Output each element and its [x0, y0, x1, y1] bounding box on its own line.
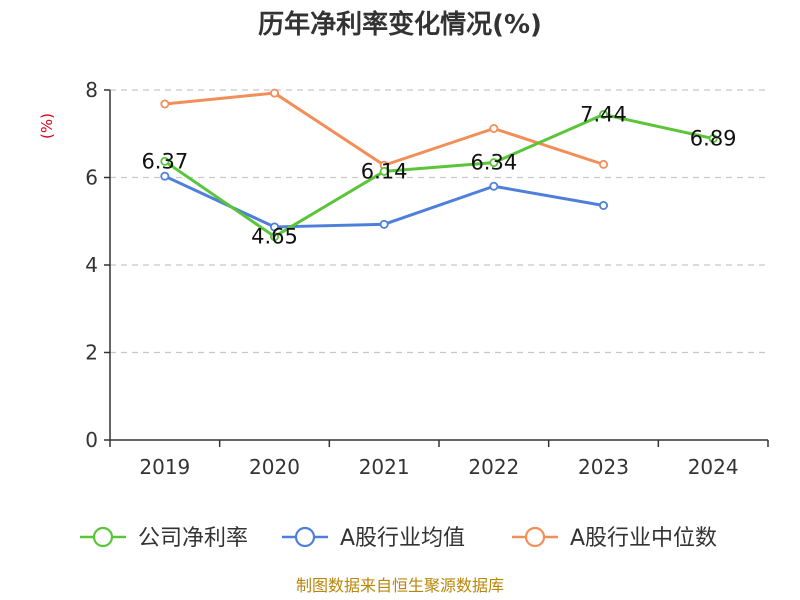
data-point	[489, 124, 499, 134]
data-label: 6.89	[690, 127, 737, 151]
data-label: 6.14	[361, 159, 408, 183]
data-label: 6.34	[470, 151, 517, 175]
y-tick-label: 4	[85, 253, 98, 277]
legend-marker	[524, 526, 546, 548]
series-group: 6.37 4.65 6.14 6.34 7.44 6.89	[141, 88, 737, 249]
series-line-1	[164, 174, 604, 229]
legend-item-1[interactable]: A股行业均值	[282, 526, 465, 551]
legend-marker	[92, 526, 114, 548]
data-point	[379, 166, 389, 176]
data-point	[708, 134, 718, 144]
series-line-0	[163, 113, 714, 239]
legend-item-2[interactable]: A股行业中位数	[512, 526, 717, 551]
data-point	[599, 159, 609, 169]
data-point	[379, 219, 389, 229]
data-point	[160, 171, 170, 181]
series-line-2	[164, 91, 604, 167]
data-point	[489, 158, 499, 168]
data-point	[269, 88, 279, 98]
data-label: 4.65	[251, 225, 298, 249]
y-tick-label: 0	[85, 428, 98, 452]
legend-label: 公司净利率	[138, 526, 248, 551]
axes: 0 2 4 6 8 2019 2020 2021 2022 2023 2024	[85, 78, 769, 479]
source-note: 制图数据来自恒生聚源数据库	[296, 576, 504, 595]
x-tick-label: 2024	[688, 455, 739, 479]
y-tick-label: 8	[85, 78, 98, 102]
x-tick-label: 2021	[359, 455, 410, 479]
x-tick-label: 2022	[468, 455, 519, 479]
data-point	[599, 110, 609, 120]
data-point	[599, 200, 609, 210]
x-tick-label: 2020	[249, 455, 300, 479]
x-tick-label: 2023	[578, 455, 629, 479]
data-point	[269, 232, 279, 242]
legend-item-0[interactable]: 公司净利率	[80, 526, 248, 551]
x-tick-label: 2019	[139, 455, 190, 479]
data-point	[489, 181, 499, 191]
y-tick-label: 6	[85, 166, 98, 190]
data-label: 6.37	[141, 149, 188, 173]
legend-label: A股行业均值	[340, 526, 465, 551]
data-point	[160, 156, 170, 166]
chart-title: 历年净利率变化情况(%)	[258, 9, 542, 40]
data-label: 7.44	[580, 103, 627, 127]
legend-label: A股行业中位数	[570, 526, 717, 551]
legend-marker	[294, 526, 316, 548]
legend[interactable]: 公司净利率 A股行业均值 A股行业中位数	[80, 526, 717, 551]
data-point	[160, 99, 170, 109]
y-axis-label: (%)	[38, 113, 56, 139]
data-point	[269, 222, 279, 232]
y-tick-label: 2	[85, 341, 98, 365]
